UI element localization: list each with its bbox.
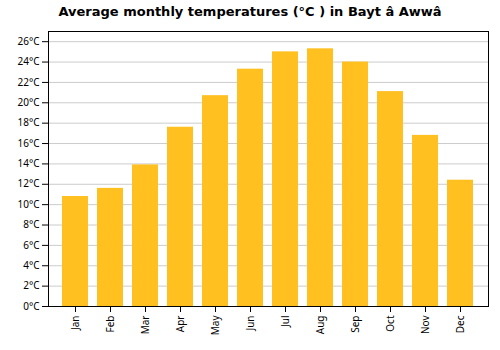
svg-text:Aug: Aug <box>313 316 327 335</box>
html-text:Average monthly temperatures (: Average monthly temperatures (°C ) in Ba… <box>58 4 442 19</box>
svg-text:Oct: Oct <box>383 315 397 332</box>
svg-text:24°C: 24°C <box>17 54 40 68</box>
svg-text:10°C: 10°C <box>17 197 40 211</box>
svg-text:Jan: Jan <box>68 316 82 332</box>
svg-text:12°C: 12°C <box>17 176 40 190</box>
svg-text:May: May <box>208 315 222 336</box>
svg-text:Sep: Sep <box>348 316 362 333</box>
svg-text:2°C: 2°C <box>23 278 40 292</box>
svg-text:Nov: Nov <box>418 315 432 334</box>
svg-text:14°C: 14°C <box>17 156 40 170</box>
svg-text:Dec: Dec <box>453 315 467 333</box>
svg-text:0°C: 0°C <box>23 299 40 313</box>
svg-text:Feb: Feb <box>103 316 117 333</box>
svg-text:4°C: 4°C <box>23 258 40 272</box>
svg-text:Jun: Jun <box>243 316 257 332</box>
svg-text:Apr: Apr <box>173 316 187 333</box>
svg-text:Jul: Jul <box>278 316 292 329</box>
svg-text:22°C: 22°C <box>17 75 40 89</box>
svg-text:18°C: 18°C <box>17 115 40 129</box>
svg-text:20°C: 20°C <box>17 95 40 109</box>
svg-text:6°C: 6°C <box>23 238 40 252</box>
svg-text:8°C: 8°C <box>23 217 40 231</box>
svg-text:26°C: 26°C <box>17 34 40 48</box>
svg-text:16°C: 16°C <box>17 136 40 150</box>
svg-text:Mar: Mar <box>138 316 152 335</box>
